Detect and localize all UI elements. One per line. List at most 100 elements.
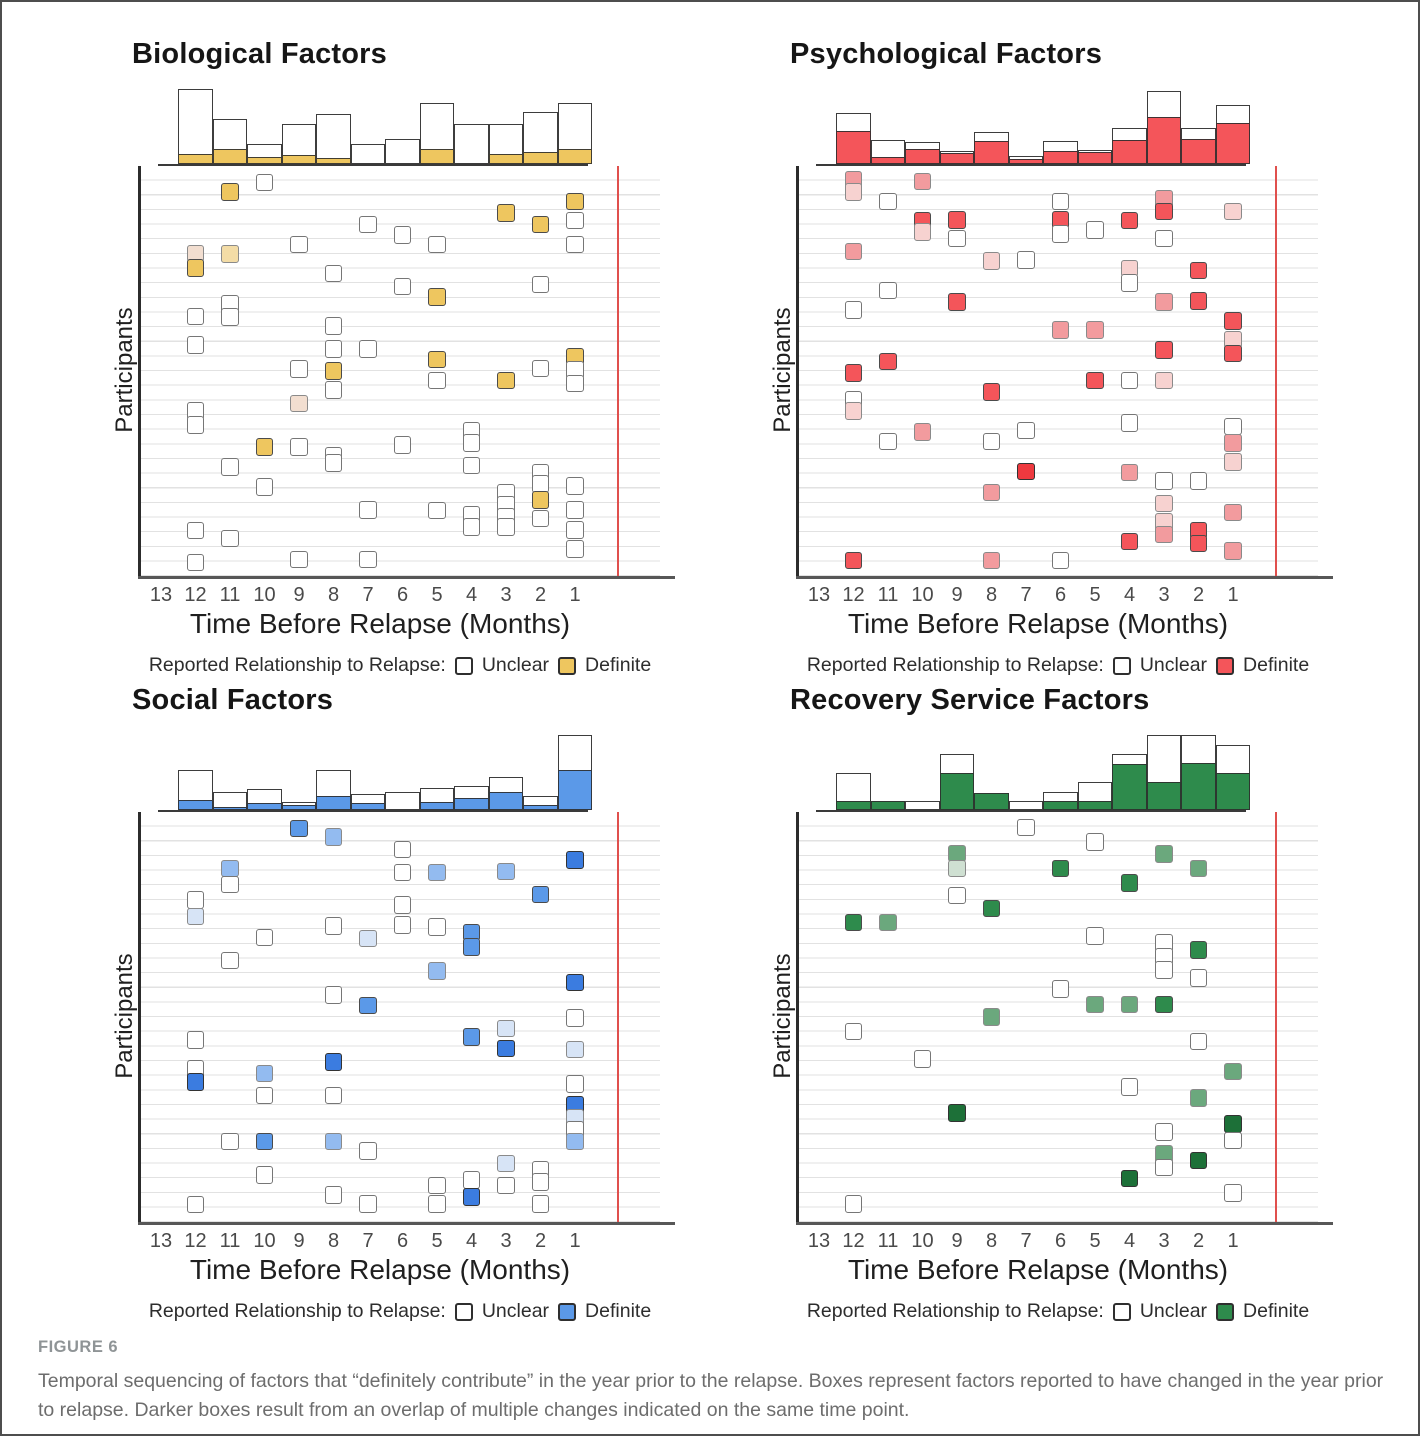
histogram-bar-definite-segment [939,773,975,810]
x-axis-title: Time Before Relapse (Months) [847,608,1229,639]
factor-box-definite [531,215,550,234]
factor-box-unclear [531,475,550,493]
x-tick-label: 1 [1227,584,1239,606]
histogram-bar-definite-segment [870,801,906,810]
x-tick-label: 2 [1192,584,1205,606]
histogram-bar [1112,754,1147,810]
histogram-bar [385,792,420,810]
histogram-bar [385,139,420,164]
y-axis-title: Participants [111,953,138,1079]
factor-box-overlap-light [1155,494,1173,513]
factor-box-unclear [1155,472,1173,490]
factor-box-overlap-medium [1224,1062,1242,1081]
factor-box-unclear [290,438,308,456]
factor-box-unclear [290,550,308,569]
factor-box-overlap-medium [1051,321,1070,339]
legend: Reported Relationship to Relapse: Unclear… [798,1300,1318,1323]
factor-box-unclear [359,1195,377,1213]
factor-box-unclear [359,340,377,358]
factor-box-unclear [462,518,481,536]
x-axis-line [796,576,1333,579]
x-tick-label: 12 [842,584,865,606]
x-tick-label: 9 [293,584,305,606]
legend-definite-swatch [558,1302,577,1321]
factor-box-unclear [324,381,343,399]
histogram-bar-definite-segment [1215,123,1251,164]
factor-box-unclear [531,1173,550,1191]
relapse-marker-line [617,812,619,1222]
y-axis-line [138,166,141,576]
factor-box-definite [1189,292,1208,310]
x-tick-label: 11 [877,584,899,606]
histogram-bar [523,112,558,164]
figure-caption-text: Temporal sequencing of factors that “def… [38,1370,1384,1422]
factor-box-definite-dark-overlap [1189,1151,1208,1170]
histogram-bar [212,119,248,164]
histogram-bar-definite-segment [1215,773,1251,810]
panel-psychological-factors: Psychological Factors 13 12 11 10 9 8 7 6 5 4 3 2 1 Ti… [760,38,1360,692]
factor-box-definite [844,913,863,932]
factor-box-unclear [221,1132,239,1151]
factor-box-definite-dark-overlap [566,973,584,992]
factor-box-unclear [1017,421,1035,440]
factor-box-unclear [186,553,205,572]
histogram-bar-definite-segment [419,149,455,164]
factor-box-definite [1224,344,1242,363]
histogram-bar-definite-segment [1077,152,1113,164]
legend-definite-swatch [1216,656,1235,675]
factor-box-unclear [497,1176,515,1195]
factor-box-unclear [1224,417,1242,436]
scatter-plot-area [798,812,1318,1222]
histogram-bar-definite-segment [316,158,351,164]
y-axis-line [138,812,141,1222]
factor-box-definite-dark-overlap [1224,1115,1242,1133]
factor-box-unclear [1051,192,1070,211]
factor-box-unclear [1051,225,1070,243]
factor-box-definite [1120,211,1139,230]
histogram-bar-definite-segment [523,152,558,164]
histogram-bar [1215,105,1251,164]
histogram-bar-definite-segment [836,131,871,164]
x-tick-label: 5 [431,584,443,606]
x-tick-label: 5 [431,1230,443,1252]
legend-title: Reported Relationship to Relapse: [806,654,1104,676]
factor-box-unclear [1224,1184,1242,1202]
factor-box-unclear [566,521,584,539]
factor-box-unclear [982,432,1001,451]
factor-box-definite-dark-overlap [186,1073,205,1091]
figure-caption: FIGURE 6 Temporal sequencing of factors … [38,1338,1388,1426]
factor-box-overlap-medium [913,172,932,191]
factor-box-unclear [531,359,550,377]
factor-box-unclear [462,434,481,452]
factor-box-overlap-medium [1155,525,1173,544]
factor-box-overlap-medium [982,551,1001,570]
factor-box-unclear [879,192,897,211]
histogram-bar-definite-segment [281,155,317,164]
factor-box-unclear [1120,274,1139,292]
histogram-bar [836,773,871,810]
factor-box-overlap-medium [1086,321,1104,339]
y-axis-line [796,812,799,1222]
histogram-baseline [158,164,588,167]
histogram-bar [454,786,489,810]
factor-box-overlap-medium [1120,995,1139,1014]
factor-box-unclear [1189,472,1208,490]
factor-box-definite-dark-overlap [948,1104,966,1122]
factor-box-definite [948,211,966,229]
factor-box-unclear [186,521,205,540]
factor-box-unclear [531,509,550,528]
histogram-bar [1043,141,1078,164]
factor-box-unclear [255,478,274,496]
histogram-bar [557,103,593,164]
x-tick-label: 9 [951,584,963,606]
factor-box-unclear [324,454,343,472]
histogram-bar [419,788,455,810]
factor-box-definite [428,350,446,369]
factor-box-definite [1120,532,1139,551]
histogram-bar-definite-segment [1181,139,1216,164]
histogram-bar-definite-segment [316,796,351,810]
histogram-baseline [816,164,1246,167]
factor-box-overlap-light [948,859,966,878]
factor-box-definite [844,364,863,382]
histogram-bar [350,144,386,164]
